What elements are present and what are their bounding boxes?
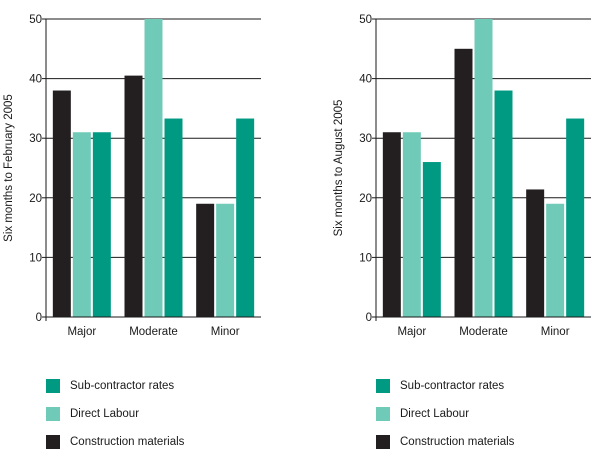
y-tick-label: 10	[29, 252, 42, 264]
y-tick-label: 0	[366, 312, 372, 324]
bar	[72, 132, 91, 317]
y-tick-label: 30	[29, 133, 42, 145]
legend-swatch-direct-labour	[376, 407, 390, 421]
bar	[92, 132, 111, 317]
legend-label-sub-contractor: Sub-contractor rates	[400, 380, 505, 392]
x-category-label: Major	[397, 326, 426, 338]
bar	[402, 132, 421, 317]
bar	[144, 19, 163, 317]
legend-swatch-direct-labour	[46, 407, 60, 421]
bar	[546, 203, 565, 317]
legend-swatch-sub-contractor	[46, 379, 60, 393]
y-tick-label: 0	[36, 312, 42, 324]
bar	[164, 118, 183, 317]
x-category-label: Moderate	[459, 326, 508, 338]
y-tick-label: 20	[359, 193, 372, 205]
y-tick-label: 50	[29, 14, 42, 26]
x-category-label: Minor	[541, 326, 570, 338]
y-tick-label: 20	[29, 193, 42, 205]
legend-label-direct-labour: Direct Labour	[400, 408, 470, 420]
y-tick-label: 10	[359, 252, 372, 264]
legend-label-construction-materials: Construction materials	[70, 436, 185, 448]
chart-figure: 0 10 20 30 40 50 Major Moderate Minor Six months …	[3, 14, 591, 449]
bar	[382, 132, 401, 317]
bar-charts-svg: 0 10 20 30 40 50 Major Moderate Minor Six months …	[3, 14, 591, 338]
bar	[454, 48, 473, 318]
bar	[216, 203, 235, 317]
legend-swatch-construction-materials	[376, 435, 390, 449]
y-tick-label: 40	[359, 74, 372, 86]
x-category-label: Major	[67, 326, 96, 338]
legend-swatch-sub-contractor	[376, 379, 390, 393]
bar	[566, 118, 585, 317]
y-axis-title: Six months to February 2005	[3, 94, 15, 242]
bar	[526, 189, 545, 317]
x-category-label: Moderate	[129, 326, 178, 338]
legend-label-direct-labour: Direct Labour	[70, 408, 140, 420]
bar	[474, 19, 493, 317]
legend-label-construction-materials: Construction materials	[400, 436, 515, 448]
legend-swatch-construction-materials	[46, 435, 60, 449]
legend-label-sub-contractor: Sub-contractor rates	[70, 380, 175, 392]
bar	[52, 90, 71, 318]
bar	[236, 118, 255, 317]
y-tick-label: 30	[359, 133, 372, 145]
x-category-label: Minor	[211, 326, 240, 338]
bar	[422, 162, 441, 317]
bar	[196, 203, 215, 317]
y-tick-label: 40	[29, 74, 42, 86]
bar	[494, 90, 513, 318]
y-tick-label: 50	[359, 14, 372, 26]
y-axis-title: Six months to August 2005	[333, 100, 345, 237]
bar	[124, 75, 143, 318]
